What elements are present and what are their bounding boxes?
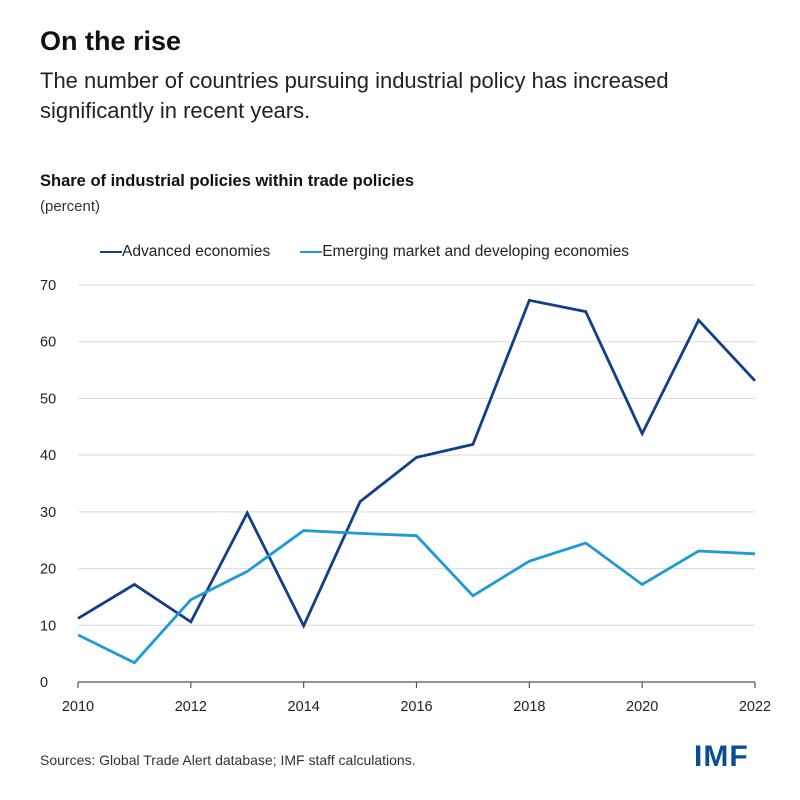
series-line-advanced (77, 298, 757, 630)
legend-item-emerging: Emerging market and developing economies (300, 243, 629, 261)
x-tick-label-2012: 2012 (175, 699, 207, 715)
y-tick-label-30: 30 (40, 505, 56, 521)
x-tick-label-2018: 2018 (513, 699, 545, 715)
y-tick-label-0: 0 (40, 675, 48, 691)
series-line-emerging (77, 529, 756, 665)
headline: On the rise (40, 26, 182, 56)
legend-label-advanced: Advanced economies (122, 243, 271, 260)
y-tick-label-10: 10 (40, 618, 56, 634)
x-tick-label-2020: 2020 (626, 699, 658, 715)
y-tick-label-50: 50 (40, 391, 56, 407)
source-note: Sources: Global Trade Alert database; IM… (40, 752, 416, 768)
imf-logo: IMF (694, 740, 749, 773)
subtitle: The number of countries pursuing industr… (40, 68, 669, 123)
y-tick-label-60: 60 (40, 335, 56, 351)
chart-legend: Advanced economies Emerging market and d… (100, 243, 629, 261)
chart-title: Share of industrial policies within trad… (40, 172, 415, 190)
y-tick-label-70: 70 (40, 278, 56, 294)
x-tick-label-2014: 2014 (288, 699, 320, 715)
x-tick-label-2022: 2022 (739, 699, 771, 715)
legend-swatch-advanced (100, 251, 122, 253)
x-tick-label-2016: 2016 (400, 699, 432, 715)
x-tick-label-2010: 2010 (62, 699, 94, 715)
y-tick-label-20: 20 (40, 562, 56, 578)
line-chart: 0 10 20 30 40 50 60 70 2010 2012 2014 2016 2018 2020 2… (40, 278, 771, 715)
y-tick-label-40: 40 (40, 448, 56, 464)
legend-item-advanced: Advanced economies (100, 243, 270, 261)
legend-label-emerging: Emerging market and developing economies (322, 243, 629, 260)
chart-unit-label: (percent) (40, 198, 101, 215)
legend-swatch-emerging (300, 251, 323, 253)
